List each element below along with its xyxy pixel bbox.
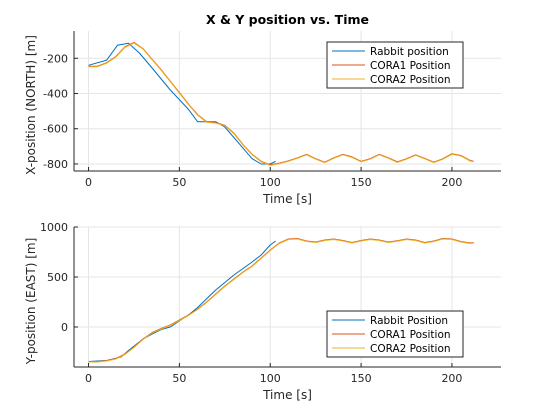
x-axis-label: Time [s] (262, 192, 312, 206)
y-tick-label: -800 (43, 158, 68, 171)
x-tick-label: 50 (172, 372, 186, 385)
y-axis-label: Y-position (EAST) [m] (24, 238, 38, 366)
series-line-rabbit (88, 42, 276, 165)
plot-y-position: 0 50 100 150 200 0 500 1000 Time [s] Y-position (… (24, 221, 501, 402)
legend: Rabbit Position CORA1 Position CORA2 Posit… (326, 310, 464, 358)
x-tick-label: 150 (351, 176, 372, 189)
x-tick-label: 100 (260, 176, 281, 189)
y-axis-label: X-position (NORTH) [m] (24, 35, 38, 175)
legend-entry: CORA1 Position (370, 329, 451, 341)
y-tick-label: 500 (47, 271, 68, 284)
x-tick-label: 0 (85, 176, 92, 189)
x-tick-label: 100 (260, 372, 281, 385)
y-tick-label: 1000 (40, 221, 68, 234)
x-tick-label: 200 (441, 372, 462, 385)
x-tick-label: 0 (85, 372, 92, 385)
y-tick-label: -400 (43, 88, 68, 101)
y-tick-label: -200 (43, 52, 68, 65)
plot-x-position: 0 50 100 150 200 -800 -600 -400 -200 Time [s] X-po… (24, 12, 501, 206)
chart-title: X & Y position vs. Time (206, 12, 369, 27)
legend: Rabbit position CORA1 Position CORA2 Posit… (326, 41, 464, 89)
legend-entry: Rabbit Position (370, 315, 448, 327)
x-tick-label: 150 (351, 372, 372, 385)
legend-entry: Rabbit position (370, 46, 449, 58)
series-line-cora2 (88, 42, 474, 166)
y-tick-label: 0 (61, 321, 68, 334)
x-tick-label: 50 (172, 176, 186, 189)
legend-entry: CORA2 Position (370, 343, 451, 355)
legend-entry: CORA2 Position (370, 74, 451, 86)
series-line-cora2 (88, 238, 474, 363)
y-tick-label: -600 (43, 123, 68, 136)
x-axis-label: Time [s] (262, 388, 312, 402)
legend-entry: CORA1 Position (370, 60, 451, 72)
x-tick-label: 200 (441, 176, 462, 189)
